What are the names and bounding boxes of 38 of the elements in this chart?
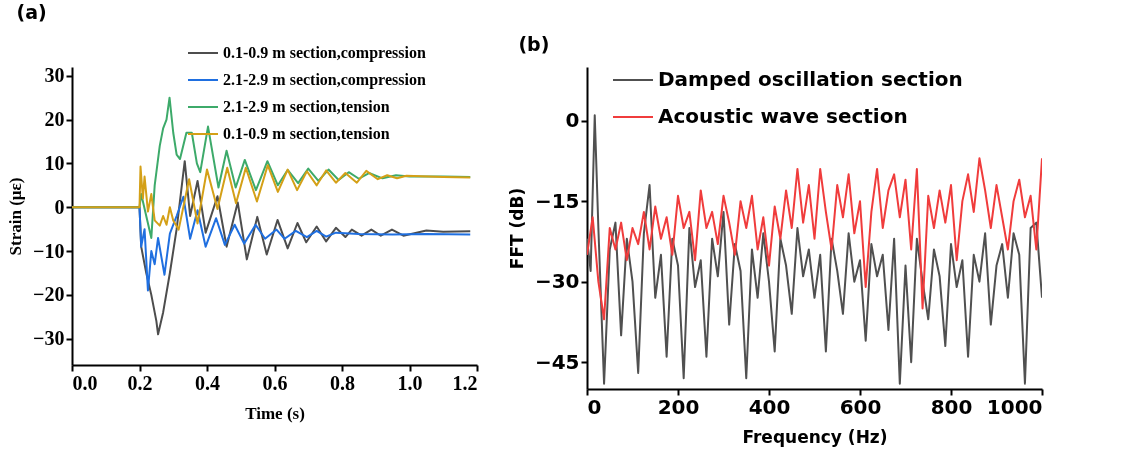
y-tick-label: −10: [33, 239, 65, 262]
legend-label: Acoustic wave section: [658, 104, 908, 128]
x-tick-label: 0.2: [127, 371, 153, 394]
x-tick-label: 0.4: [195, 371, 220, 394]
x-tick-label: 1.0: [397, 371, 423, 394]
x-tick-label: 0: [587, 394, 602, 419]
x-axis-title: Frequency (Hz): [742, 426, 888, 447]
y-axis-title: Strain (με): [6, 177, 26, 256]
x-tick-label: 0.6: [262, 371, 288, 394]
legend-label: 2.1-2.9 m section,compression: [223, 71, 426, 89]
legend-label: 2.1-2.9 m section,tension: [223, 98, 390, 115]
chart-title: (a): [16, 1, 47, 23]
x-tick-label: 200: [657, 394, 700, 419]
x-tick-label: 800: [930, 394, 973, 419]
x-tick-label: 0.8: [330, 371, 355, 394]
legend-label: Damped oscillation section: [658, 67, 963, 91]
line-series: [587, 157, 1042, 321]
y-tick-label: 0: [565, 108, 580, 133]
y-tick-label: 20: [44, 108, 65, 131]
x-tick-label: 1000: [986, 394, 1043, 419]
legend-label: 0.1-0.9 m section,compression: [223, 44, 426, 62]
y-tick-label: −30: [33, 327, 65, 350]
y-tick-label: 0: [54, 195, 65, 218]
x-tick-label: 400: [748, 394, 791, 419]
y-axis-title: FFT (dB): [506, 187, 527, 270]
x-axis-title: Time (s): [245, 403, 305, 423]
legend-label: 0.1-0.9 m section,tension: [223, 125, 390, 142]
x-tick-label: 0.0: [72, 371, 98, 394]
y-tick-label: −20: [33, 283, 65, 306]
x-tick-label: 600: [839, 394, 882, 419]
y-tick-label: −15: [534, 188, 580, 213]
y-tick-label: −45: [534, 349, 580, 374]
line-series: [72, 164, 472, 231]
y-tick-label: 10: [44, 151, 65, 174]
x-tick-label: 1.2: [452, 371, 478, 394]
chart-title: (b): [518, 33, 550, 55]
y-tick-label: 30: [44, 64, 65, 87]
y-tick-label: −30: [534, 269, 580, 294]
